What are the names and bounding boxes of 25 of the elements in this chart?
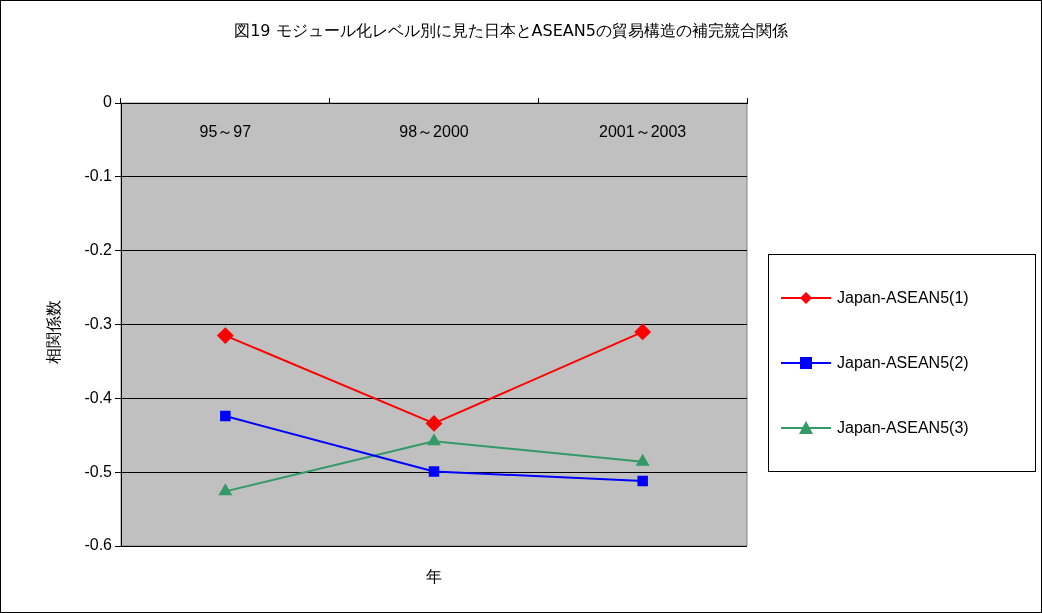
y-tick-label: 0 — [103, 93, 113, 111]
x-axis-title: 年 — [425, 567, 443, 588]
legend-label: Japan-ASEAN5(1) — [837, 288, 969, 307]
y-tick-label: -0.6 — [84, 536, 113, 554]
legend-label: Japan-ASEAN5(2) — [837, 353, 969, 372]
point — [634, 323, 651, 340]
point — [637, 475, 648, 487]
x-tick-label: 95～97 — [199, 123, 252, 141]
y-axis-title: 相関係数 — [43, 298, 64, 366]
x-tick-label: 98～2000 — [399, 123, 469, 141]
y-tick-label: -0.2 — [84, 241, 113, 259]
chart-title: 図19 モジュール化レベル別に見た日本とASEAN5の貿易構造の補完競合関係 — [233, 21, 789, 42]
point — [428, 466, 440, 477]
legend-label: Japan-ASEAN5(3) — [837, 419, 969, 438]
y-tick-label: -0.1 — [84, 167, 113, 185]
y-tick-label: -0.5 — [84, 462, 113, 480]
point — [636, 454, 649, 466]
point — [219, 484, 232, 496]
y-tick-label: -0.3 — [84, 314, 113, 332]
x-tick-label: 2001～2003 — [599, 123, 687, 141]
point — [217, 327, 234, 344]
point — [426, 415, 442, 432]
point — [427, 434, 441, 446]
y-tick-label: -0.4 — [84, 388, 113, 406]
point — [220, 410, 231, 422]
